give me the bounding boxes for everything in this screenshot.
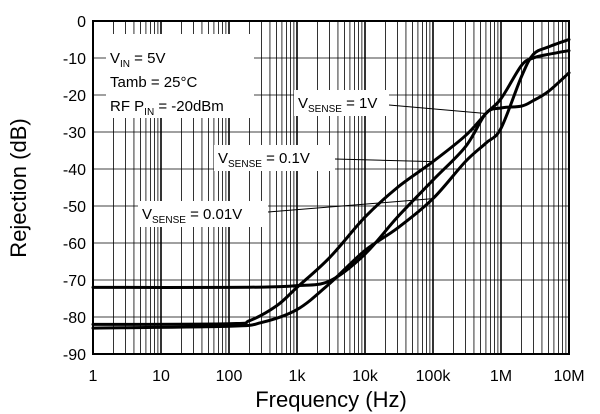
svg-text:VSENSE = 1V: VSENSE = 1V [298,95,377,115]
series-line-1 [91,71,571,289]
condition-tamb: Tamb = 25°C [110,74,197,91]
series-label-1: VSENSE = 1V [294,90,389,116]
y-tick-label: -10 [63,51,86,68]
y-tick-label: -90 [63,347,86,364]
y-tick-label: -60 [63,236,86,253]
x-tick-label: 10 [152,368,170,385]
series-line-3 [91,38,571,330]
series-label-2: VSENSE = 0.1V [214,145,335,171]
leader-line-1 [388,104,486,114]
leader-line-3 [267,198,434,213]
series-line-2 [91,49,571,326]
y-axis-title: Rejection (dB) [6,118,31,257]
series-label-3: VSENSE = 0.01V [138,201,268,227]
y-tick-label: -70 [63,273,86,290]
y-tick-label: -80 [63,310,86,327]
x-tick-label: 100k [416,368,452,385]
leader-line-2 [334,158,434,163]
x-tick-label: 1 [89,368,98,385]
conditions-background [106,34,254,118]
y-tick-label: -50 [63,199,86,216]
x-tick-label: 1M [490,368,512,385]
plot-frame [92,20,570,355]
x-axis-title: Frequency (Hz) [255,387,407,412]
svg-text:VSENSE = 0.01V: VSENSE = 0.01V [142,206,242,226]
svg-text:VSENSE = 0.1V: VSENSE = 0.1V [218,150,310,170]
x-tick-label: 100 [216,368,243,385]
y-tick-label: -30 [63,125,86,142]
label-leader-lines [267,104,486,213]
condition-rf: RF PIN = -20dBm [110,98,224,118]
data-series [91,38,571,330]
y-tick-label: -40 [63,162,86,179]
y-tick-labels: 0 -10 -20 -30 -40 -50 -60 -70 -80 -90 [63,14,86,364]
x-tick-label: 10k [352,368,379,385]
x-tick-labels: 1 10 100 1k 10k 100k 1M 10M [89,368,585,385]
y-tick-label: 0 [77,14,86,31]
conditions-box: VIN = 5V Tamb = 25°C RF PIN = -20dBm [106,34,254,118]
condition-vin: VIN = 5V [110,50,165,70]
x-tick-label: 10M [553,368,584,385]
x-tick-label: 1k [289,368,307,385]
y-tick-label: -20 [63,88,86,105]
